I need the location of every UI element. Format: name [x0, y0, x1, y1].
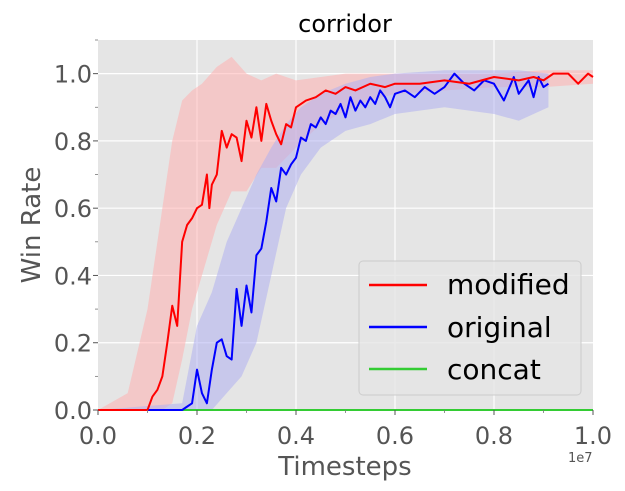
band-original — [98, 70, 549, 410]
y-tick-label: 0.2 — [54, 330, 92, 358]
chart-title: corridor — [298, 10, 392, 38]
y-tick-label: 1.0 — [54, 61, 92, 89]
legend-label-modified: modified — [447, 268, 570, 301]
legend: modified original concat — [358, 260, 582, 396]
x-tick-label: 0.6 — [376, 422, 414, 450]
x-axis-label: Timesteps — [277, 452, 411, 482]
x-tick-label: 0.0 — [79, 422, 117, 450]
series-line-original — [98, 72, 550, 411]
x-axis-offset-label: 1e7 — [568, 451, 593, 466]
legend-label-original: original — [447, 311, 552, 344]
series-line-modified — [98, 72, 594, 411]
y-tick-label: 0.0 — [54, 397, 92, 425]
x-tick-label: 0.4 — [277, 422, 315, 450]
y-axis-label: Win Rate — [17, 167, 47, 284]
band-modified — [98, 56, 593, 411]
x-tick-label: 1.0 — [574, 422, 612, 450]
legend-label-concat: concat — [447, 353, 541, 386]
y-tick-label: 0.4 — [54, 262, 92, 290]
y-tick-label: 0.8 — [54, 128, 92, 156]
axis-ticks: 0.0 0.2 0.4 0.6 0.8 1.0 0.0 0.2 0.4 0.6 0.8 1.0 — [54, 39, 612, 450]
y-tick-label: 0.6 — [54, 195, 92, 223]
x-tick-label: 0.8 — [475, 422, 513, 450]
legend-box — [358, 260, 582, 396]
x-tick-label: 0.2 — [178, 422, 216, 450]
